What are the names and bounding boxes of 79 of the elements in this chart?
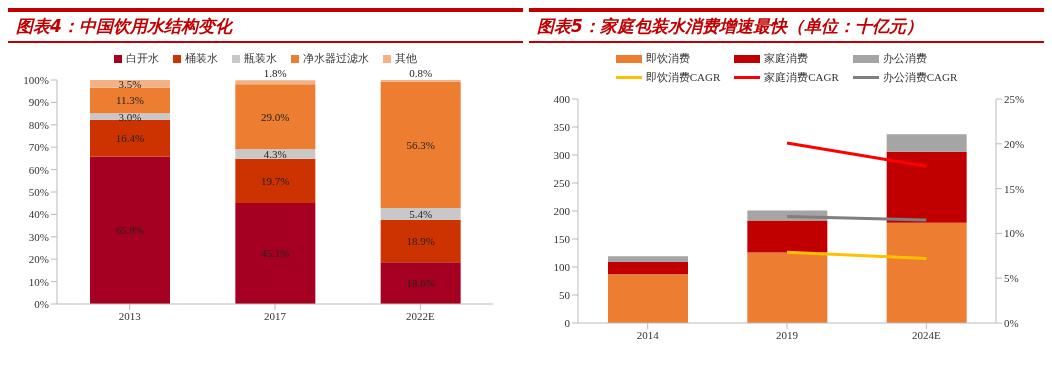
legend-label: 其他 [395,51,417,66]
bar [608,261,688,275]
data-label: 0.8% [409,67,433,79]
y2-tick-label: 20% [1004,137,1025,150]
y-tick-label: 50% [28,185,49,198]
y2-tick-label: 0% [1004,316,1019,329]
bar [235,202,316,304]
y-tick-label: 30% [28,230,49,243]
legend-label: 家庭消费 [764,51,809,66]
bar [886,151,967,223]
x-tick-label: 2017 [264,309,287,322]
data-label: 56.3% [406,138,435,151]
legend-label: 即饮消费 [645,51,690,66]
data-label: 4.3% [263,148,287,161]
bar [608,274,688,323]
data-label: 29.0% [261,110,290,123]
y-tick-label: 100% [23,73,49,86]
bar [90,87,170,114]
chart-title: 图表5：家庭包装水消费增速最快（单位：十亿元） [529,8,1044,43]
y-tick-label: 100 [553,260,571,273]
y-tick-label: 50 [559,288,571,301]
y-tick-label: 300 [553,148,571,161]
y-tick-label: 90% [28,96,49,109]
chart-title: 图表4：中国饮用水结构变化 [8,8,523,43]
bar [90,119,170,157]
data-label: 3.0% [118,110,142,123]
bar [90,156,170,304]
y-tick-label: 80% [28,118,49,131]
y-tick-label: 70% [28,141,49,154]
y2-tick-label: 15% [1004,182,1025,195]
bar [380,220,461,263]
bar [235,158,316,203]
y2-tick-label: 25% [1004,92,1025,105]
bar [747,220,828,253]
y-tick-label: 250 [553,176,571,189]
legend-label: 瓶装水 [244,51,277,66]
y-tick-label: 400 [553,92,571,105]
bar [235,149,316,159]
legend-label: 办公消费CAGR [882,70,958,85]
x-tick-label: 2013 [118,309,142,322]
y2-tick-label: 10% [1004,227,1025,240]
bar [380,262,461,304]
x-tick-label: 2022E [405,309,435,322]
data-label: 11.3% [115,94,145,107]
x-tick-label: 2014 [636,328,660,341]
y2-tick-label: 5% [1004,272,1019,285]
y-tick-label: 40% [28,208,49,221]
bar [886,222,967,323]
bar [235,84,316,150]
legend-label: 净水器过滤水 [303,51,369,66]
data-label: 18.9% [406,235,435,248]
y-tick-label: 350 [553,120,571,133]
x-tick-label: 2019 [776,328,799,341]
data-label: 16.4% [115,132,145,145]
y-tick-label: 10% [28,275,49,288]
legend-label: 桶装水 [185,51,218,66]
y-tick-label: 200 [553,204,571,217]
y-tick-label: 150 [553,232,571,245]
bar [235,80,316,85]
data-label: 19.7% [261,174,290,187]
y-tick-label: 20% [28,253,49,266]
y-tick-label: 0 [564,316,571,329]
data-label: 3.5% [118,77,142,90]
data-label: 5.4% [409,207,433,220]
bar [608,256,688,262]
data-label: 65.8% [115,224,145,237]
legend-label: 白开水 [126,51,159,66]
bar [380,81,461,208]
data-label: 18.6% [406,277,435,290]
bar [886,134,967,152]
x-tick-label: 2024E [911,328,941,341]
legend-label: 即饮消费CAGR [645,70,721,85]
data-label: 1.8% [263,67,287,80]
y-tick-label: 0% [34,297,49,310]
data-label: 45.1% [261,247,290,260]
legend-label: 家庭消费CAGR [764,70,839,85]
legend-label: 办公消费 [882,51,927,66]
bar [747,252,828,323]
y-tick-label: 60% [28,163,49,176]
